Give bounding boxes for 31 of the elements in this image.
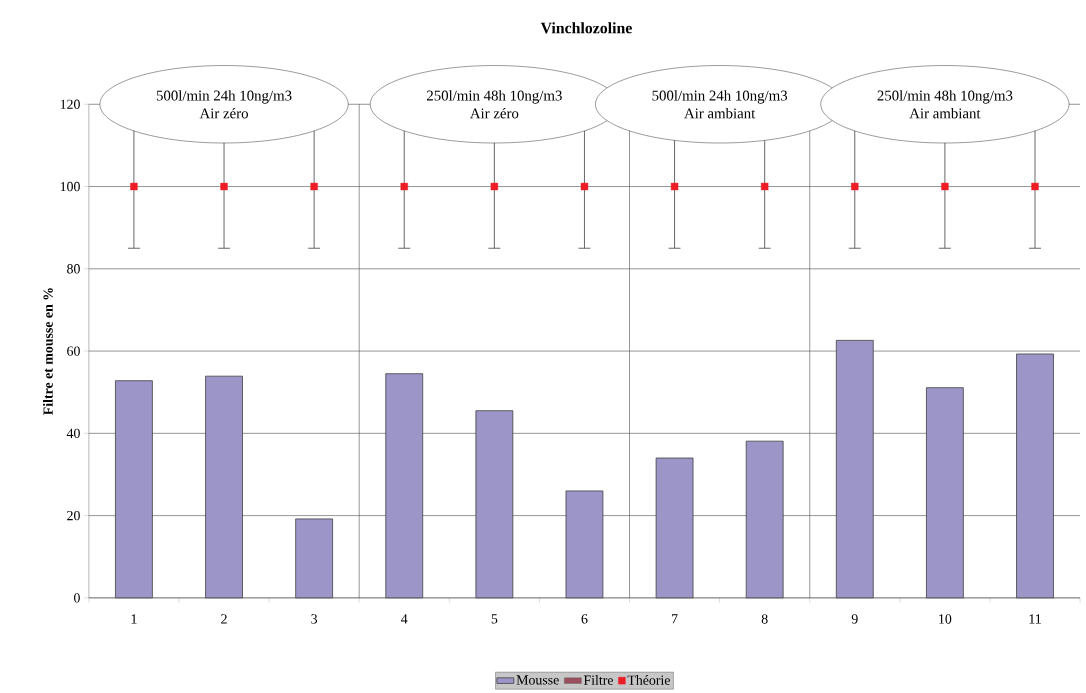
x-tick-label: 11 <box>1029 614 1041 624</box>
y-tick-label: 80 <box>67 264 80 274</box>
x-tick-label: 6 <box>581 614 588 624</box>
x-tick-label: 10 <box>939 614 952 624</box>
y-axis-title: Filtre et mousse en % <box>43 288 53 415</box>
x-tick-label: 2 <box>221 614 227 624</box>
y-tick-label: 120 <box>60 99 80 109</box>
text: 500l/min 24h 10ng/m3 <box>652 90 788 104</box>
y-tick-label: 100 <box>60 181 80 192</box>
x-tick-label: 5 <box>491 614 498 624</box>
y-tick-label: 60 <box>67 346 80 356</box>
annotation: Air ambiant <box>684 107 756 119</box>
x-tick-label: 7 <box>672 614 678 624</box>
chart-title: Vinchlozoline <box>540 22 632 34</box>
x-tick-label: 4 <box>401 614 408 624</box>
annotation: Air zéro <box>199 107 248 119</box>
annotation: Air ambiant <box>909 107 981 119</box>
annotation: Air zéro <box>469 107 519 119</box>
x-tick-label: 8 <box>761 614 768 624</box>
x-tick-label: 3 <box>311 614 318 624</box>
y-tick-label: 20 <box>67 510 80 521</box>
x-tick-label: 1 <box>131 614 137 624</box>
legend-label: Théorie <box>627 674 670 685</box>
y-tick-label: 40 <box>66 428 80 438</box>
y-tick-label: 0 <box>74 593 80 603</box>
legend-label: Filtre <box>583 674 614 685</box>
text: 500l/min 24h 10ng/m3 <box>156 90 292 104</box>
x-tick-label: 9 <box>851 614 858 624</box>
text: 250l/min 48h 10ng/m3 <box>426 90 562 104</box>
text: 250l/min 48h 10ng/m3 <box>877 90 1013 104</box>
legend-label: Mousse <box>516 675 559 685</box>
